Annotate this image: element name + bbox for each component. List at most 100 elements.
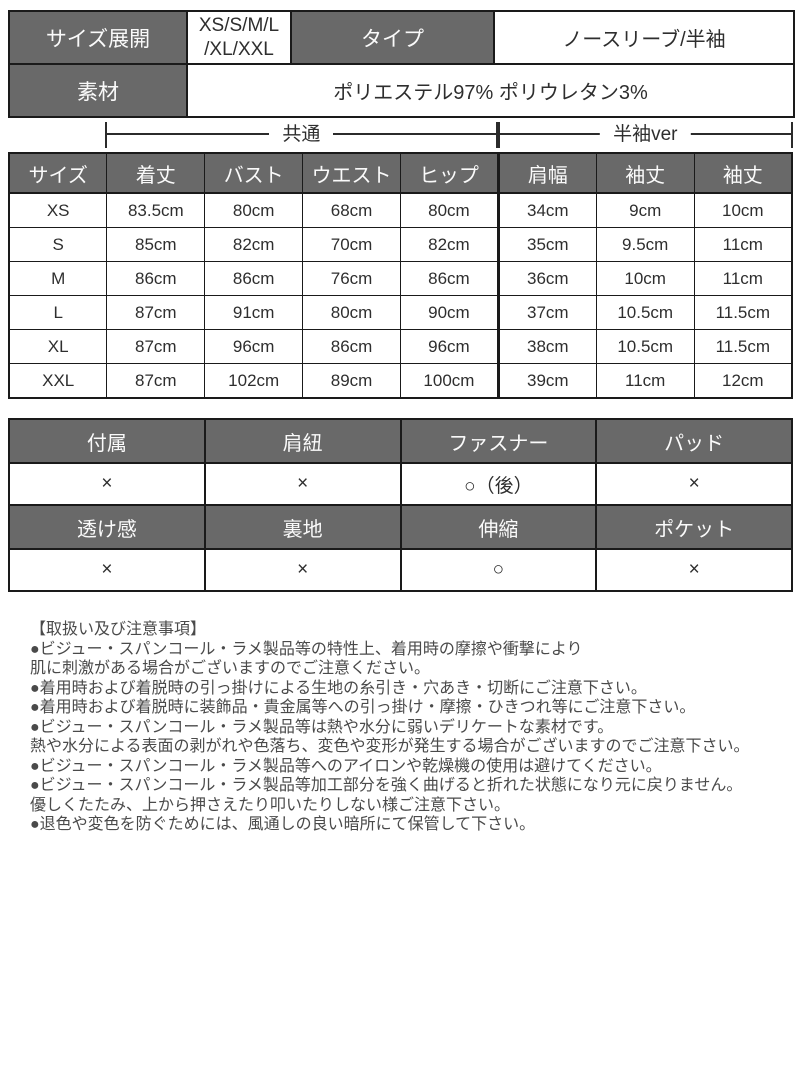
size-cell: 89cm (302, 363, 401, 399)
size-cell: 100cm (400, 363, 499, 399)
feature-header-lining: 裏地 (203, 504, 402, 550)
size-cell: 68cm (302, 192, 401, 228)
size-row-xl: XL 87cm 96cm 86cm 96cm 38cm 10.5cm 11.5c… (8, 329, 793, 364)
size-cell: M (8, 261, 108, 296)
size-row-m: M 86cm 86cm 76cm 86cm 36cm 10cm 11cm (8, 261, 793, 296)
col-header-length: 着丈 (106, 152, 206, 194)
feature-value-lining: × (203, 548, 402, 592)
feature-header-sheerness: 透け感 (8, 504, 206, 550)
size-cell: 86cm (106, 261, 206, 296)
care-note-line: 熱や水分による表面の剥がれや色落ち、変色や変形が発生する場合がございますのでご注… (30, 738, 750, 755)
size-row-xxl: XXL 87cm 102cm 89cm 100cm 39cm 11cm 12cm (8, 363, 793, 399)
size-cell: 37cm (496, 295, 597, 330)
feature-header-strap: 肩紐 (203, 418, 402, 464)
feature-header-accessory: 付属 (8, 418, 206, 464)
group-header-short-sleeve: 半袖ver (497, 122, 793, 148)
size-cell: 10cm (693, 192, 793, 228)
size-cell: 11cm (693, 227, 793, 262)
size-cell: 86cm (400, 261, 499, 296)
care-note-line: ●着用時および着脱時に装飾品・貴金属等への引っ掛け・摩擦・ひきつれ等にご注意下さ… (30, 699, 696, 716)
size-cell: 36cm (496, 261, 597, 296)
size-cell: 102cm (204, 363, 304, 399)
care-note-line: 肌に刺激がある場合がございますのでご注意ください。 (30, 660, 431, 677)
care-note-line: ●ビジュー・スパンコール・ラメ製品等へのアイロンや乾燥機の使用は避けてください。 (30, 757, 662, 775)
care-note-line: 優しくたたみ、上から押さえたり叩いたりしない様ご注意下さい。 (30, 796, 511, 814)
size-chart-header-row: サイズ 着丈 バスト ウエスト ヒップ 肩幅 袖丈 袖丈 (8, 152, 793, 194)
size-cell: 80cm (204, 192, 304, 228)
size-cell: XS (8, 192, 108, 228)
size-cell: 39cm (496, 363, 597, 399)
product-info-table: サイズ展開 XS/S/M/L /XL/XXL タイプ ノースリーブ/半袖 素材 … (8, 10, 795, 118)
group-header-common: 共通 (105, 122, 498, 148)
info-row-size-type: サイズ展開 XS/S/M/L /XL/XXL タイプ ノースリーブ/半袖 (8, 10, 795, 65)
group-common-label: 共通 (269, 123, 334, 147)
feature-header-pad: パッド (595, 418, 793, 464)
feature-header-stretch: 伸縮 (399, 504, 598, 550)
size-cell: 86cm (302, 329, 401, 364)
size-cell: 83.5cm (106, 192, 206, 228)
size-cell: 35cm (496, 227, 597, 262)
feature-value-zipper: ○（後） (399, 462, 598, 506)
size-cell: 96cm (400, 329, 499, 364)
group-row-spacer (8, 118, 105, 152)
group-short-sleeve-label: 半袖ver (600, 123, 691, 147)
size-cell: 10.5cm (595, 329, 695, 364)
material-label: 素材 (8, 63, 188, 118)
size-cell: 76cm (302, 261, 401, 296)
size-range-label: サイズ展開 (8, 10, 188, 65)
feature-value-pad: × (595, 462, 793, 506)
size-cell: 9.5cm (595, 227, 695, 262)
size-cell: 82cm (204, 227, 304, 262)
care-note-line: ●退色や変色を防ぐためには、風通しの良い暗所にて保管して下さい。 (30, 816, 536, 833)
size-cell: 11cm (595, 363, 695, 399)
size-cell: XL (8, 329, 108, 364)
col-header-size: サイズ (8, 152, 108, 194)
size-cell: 11cm (693, 261, 793, 296)
feature-value-stretch: ○ (399, 548, 598, 592)
size-chart-group-row: 共通 半袖ver (8, 118, 793, 152)
size-cell: S (8, 227, 108, 262)
care-notes: 【取扱い及び注意事項】 ●ビジュー・スパンコール・ラメ製品等の特性上、着用時の摩… (8, 620, 793, 835)
size-cell: 80cm (400, 192, 499, 228)
size-cell: L (8, 295, 108, 330)
feature-header-row-2: 透け感 裏地 伸縮 ポケット (8, 504, 793, 550)
size-cell: 38cm (496, 329, 597, 364)
size-row-l: L 87cm 91cm 80cm 90cm 37cm 10.5cm 11.5cm (8, 295, 793, 330)
size-cell: 70cm (302, 227, 401, 262)
feature-value-strap: × (203, 462, 402, 506)
size-range-value: XS/S/M/L /XL/XXL (186, 10, 292, 65)
material-value: ポリエステル97% ポリウレタン3% (186, 63, 795, 118)
size-cell: 87cm (106, 295, 206, 330)
care-note-line: ●着用時および着脱時の引っ掛けによる生地の糸引き・穴あき・切断にご注意下さい。 (30, 679, 647, 697)
feature-header-zipper: ファスナー (399, 418, 598, 464)
feature-value-sheerness: × (8, 548, 206, 592)
feature-header-pocket: ポケット (595, 504, 793, 550)
size-cell: 10.5cm (595, 295, 695, 330)
size-cell: 10cm (595, 261, 695, 296)
size-cell: 12cm (693, 363, 793, 399)
size-row-s: S 85cm 82cm 70cm 82cm 35cm 9.5cm 11cm (8, 227, 793, 262)
size-cell: 82cm (400, 227, 499, 262)
type-value: ノースリーブ/半袖 (493, 10, 795, 65)
size-range-value-line1: XS/S/M/L (198, 14, 280, 36)
product-spec-page: サイズ展開 XS/S/M/L /XL/XXL タイプ ノースリーブ/半袖 素材 … (8, 10, 795, 835)
size-cell: 90cm (400, 295, 499, 330)
size-cell: 87cm (106, 363, 206, 399)
care-notes-title: 【取扱い及び注意事項】 (30, 621, 207, 638)
col-header-hip: ヒップ (400, 152, 499, 194)
size-cell: 85cm (106, 227, 206, 262)
size-range-value-line2: /XL/XXL (204, 38, 274, 60)
size-cell: 87cm (106, 329, 206, 364)
care-note-line: ●ビジュー・スパンコール・ラメ製品等の特性上、着用時の摩擦や衝撃により (30, 640, 583, 658)
col-header-bust: バスト (204, 152, 304, 194)
care-note-line: ●ビジュー・スパンコール・ラメ製品等は熱や水分に弱いデリケートな素材です。 (30, 718, 614, 736)
col-header-sleeve1: 袖丈 (595, 152, 695, 194)
size-cell: 11.5cm (693, 295, 793, 330)
care-note-line: ●ビジュー・スパンコール・ラメ製品等加工部分を強く曲げると折れた状態になり元に戻… (30, 777, 743, 794)
feature-header-row-1: 付属 肩紐 ファスナー パッド (8, 418, 793, 464)
feature-value-row-1: × × ○（後） × (8, 462, 793, 506)
feature-value-row-2: × × ○ × (8, 548, 793, 592)
size-row-xs: XS 83.5cm 80cm 68cm 80cm 34cm 9cm 10cm (8, 192, 793, 228)
feature-value-accessory: × (8, 462, 206, 506)
size-cell: 11.5cm (693, 329, 793, 364)
